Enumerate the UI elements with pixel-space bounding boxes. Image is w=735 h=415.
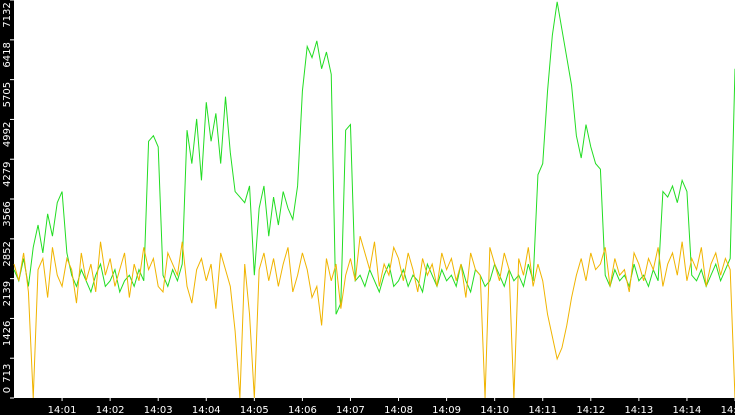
x-tick-label: 14:12: [576, 405, 605, 415]
x-axis-strip: [0, 398, 735, 415]
y-tick-label: 1426: [2, 321, 13, 346]
y-tick-label: 2852: [2, 241, 13, 266]
x-tick-label: 14:08: [384, 405, 413, 415]
y-tick-label: 7132: [2, 2, 13, 27]
x-tick-label: 14:03: [144, 405, 173, 415]
y-tick-label: 2139: [2, 281, 13, 306]
y-tick-label: 6418: [2, 42, 13, 67]
y-tick-label: 3566: [2, 201, 13, 226]
x-tick-label: 14:02: [96, 405, 125, 415]
x-tick-label: 14:01: [48, 405, 77, 415]
series-line: [13, 1, 735, 315]
y-tick-label: 5705: [2, 82, 13, 107]
x-tick-label: 14:06: [288, 405, 317, 415]
y-tick-label: 4992: [2, 122, 13, 147]
x-tick-label: 14:15: [721, 405, 735, 415]
series-line: [13, 236, 735, 399]
x-tick-label: 14:13: [624, 405, 653, 415]
y-tick-label: 713: [2, 364, 13, 383]
x-tick-label: 14:09: [432, 405, 461, 415]
y-axis-strip: [0, 0, 14, 415]
x-tick-label: 14:14: [673, 405, 702, 415]
y-tick-label: 0: [2, 387, 13, 393]
x-tick-label: 14:04: [192, 405, 221, 415]
x-tick-label: 14:11: [528, 405, 557, 415]
x-tick-label: 14:05: [240, 405, 269, 415]
y-tick-label: 4279: [2, 161, 13, 186]
x-tick-label: 14:10: [480, 405, 509, 415]
x-tick-label: 14:07: [336, 405, 365, 415]
